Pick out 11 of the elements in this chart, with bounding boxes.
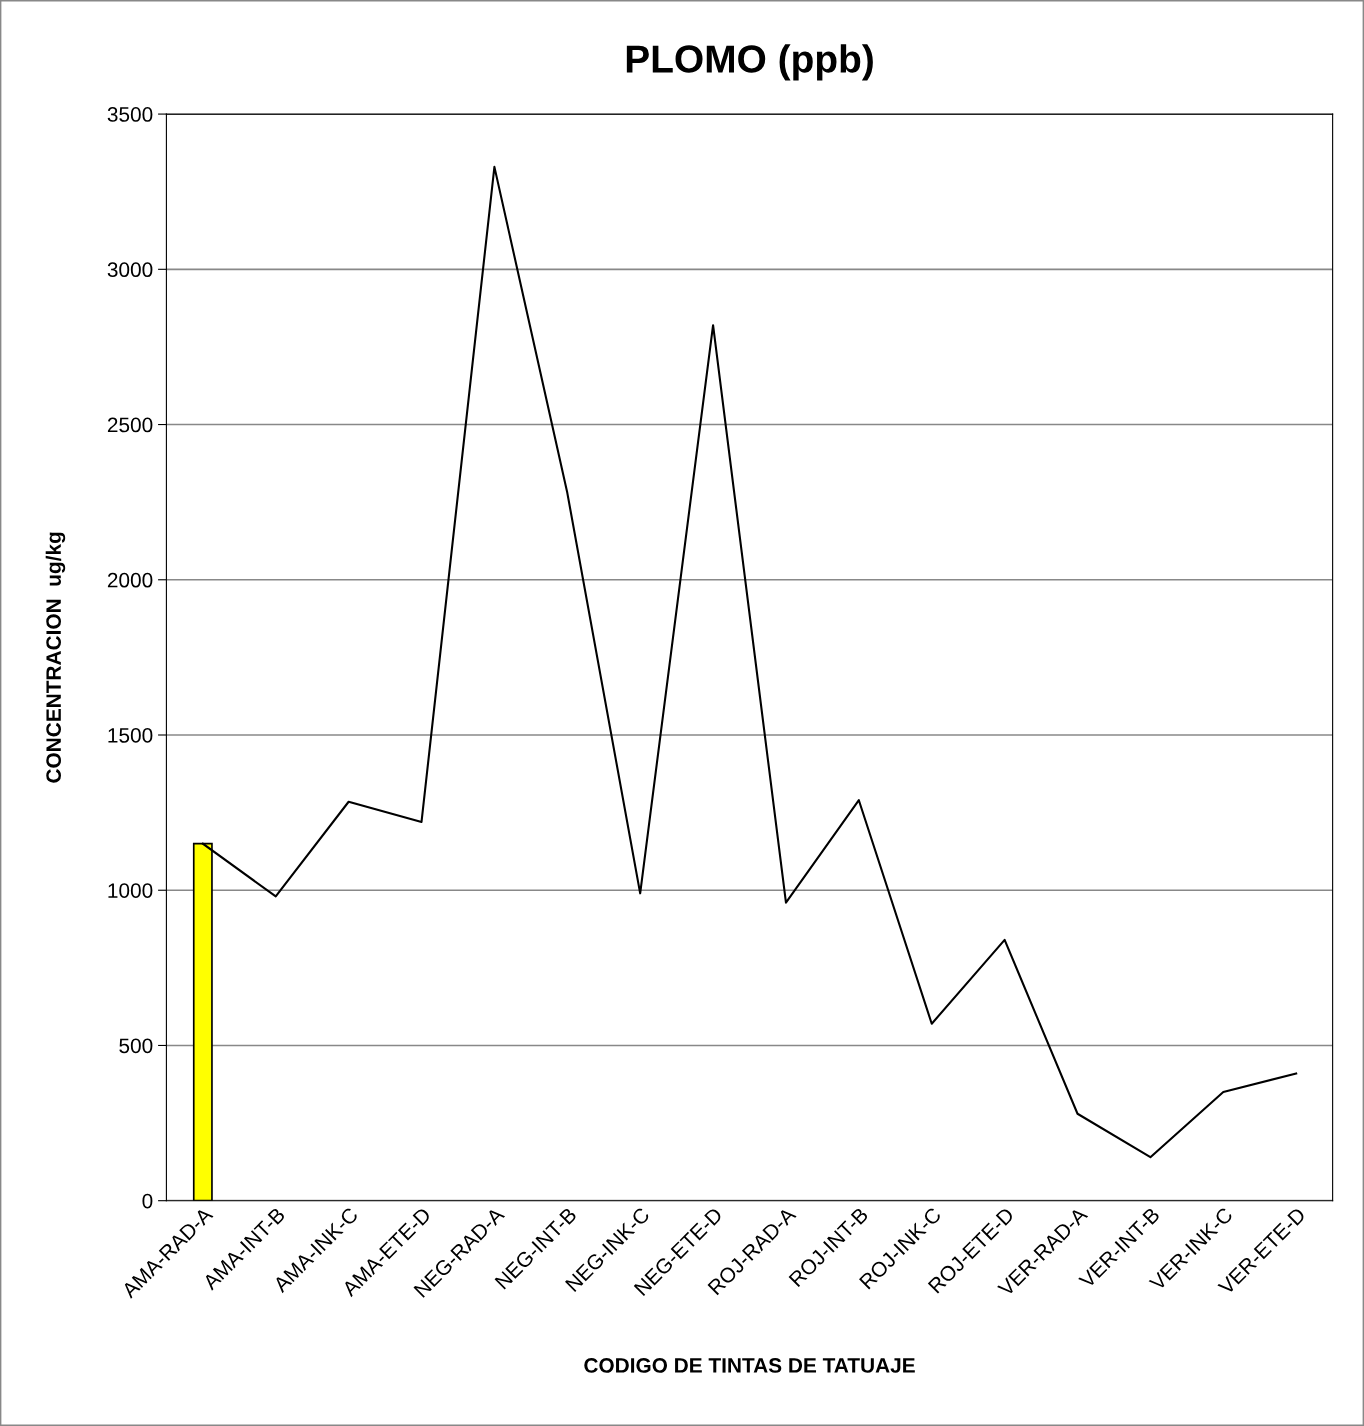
y-tick-label: 2500 [107, 417, 153, 433]
y-axis-title: CONCENTRACION ug/kg [45, 532, 66, 783]
y-tick-label: 500 [119, 1038, 153, 1054]
y-tick-label: 3000 [107, 262, 153, 278]
y-tick-label: 0 [142, 1193, 153, 1209]
x-axis-title: CODIGO DE TINTAS DE TATUAJE [584, 1358, 915, 1373]
y-tick-label: 2000 [107, 572, 153, 588]
y-tick-label: 3500 [107, 107, 153, 122]
chart-title: PLOMO (ppb) [626, 44, 873, 81]
y-tick-label: 1500 [108, 728, 153, 743]
y-tick-label: 1000 [108, 883, 153, 898]
